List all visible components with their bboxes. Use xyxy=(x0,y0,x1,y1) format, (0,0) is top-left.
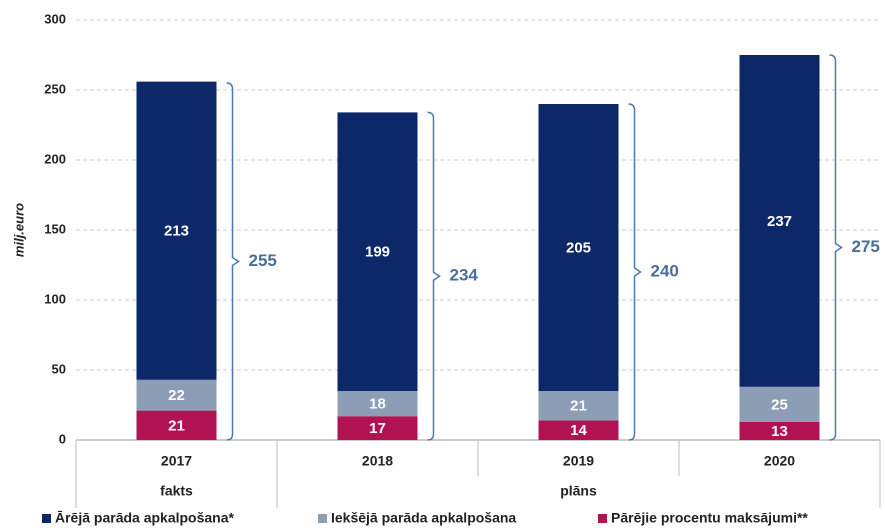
segment-label: 14 xyxy=(570,422,587,439)
x-tick-label: 2017 xyxy=(161,453,192,469)
y-tick-label: 300 xyxy=(44,11,66,26)
bar-segment xyxy=(337,416,418,440)
total-bracket xyxy=(226,82,240,441)
segment-label: 25 xyxy=(771,396,788,413)
y-axis-label: milj.euro xyxy=(11,203,26,257)
y-tick-label: 100 xyxy=(44,291,66,306)
bar-segment xyxy=(337,391,418,417)
legend-label: Iekšējā parāda apkalpošana xyxy=(331,510,516,526)
bar-segment xyxy=(739,421,820,440)
total-bracket xyxy=(628,103,642,441)
x-tick-label: 2019 xyxy=(563,453,594,469)
segment-label: 205 xyxy=(566,239,591,256)
legend-swatch xyxy=(598,514,607,523)
segment-label: 13 xyxy=(771,423,788,440)
total-bracket xyxy=(427,111,441,441)
bar-segment xyxy=(136,410,217,440)
legend-swatch xyxy=(318,514,327,523)
legend-label: Pārējie procentu maksājumi** xyxy=(611,510,808,526)
total-label: 240 xyxy=(651,261,679,280)
bar-segment xyxy=(739,55,820,387)
segment-label: 213 xyxy=(164,223,189,240)
segment-label: 237 xyxy=(767,213,792,230)
y-tick-label: 150 xyxy=(44,221,66,236)
bar-segment xyxy=(337,112,418,392)
bar-segment xyxy=(538,104,619,391)
segment-label: 21 xyxy=(168,417,185,434)
segment-label: 22 xyxy=(168,387,185,404)
bar-segment xyxy=(136,379,217,411)
bar-segment xyxy=(538,420,619,440)
segment-label: 18 xyxy=(369,396,386,413)
legend-label: Ārējā parāda apkalpošana* xyxy=(55,510,235,526)
x-tick-label: 2020 xyxy=(764,453,795,469)
total-label: 275 xyxy=(852,237,880,256)
bar-segment xyxy=(538,391,619,421)
y-tick-label: 200 xyxy=(44,151,66,166)
y-tick-label: 0 xyxy=(59,431,66,446)
segment-label: 17 xyxy=(369,420,386,437)
bar-segment xyxy=(136,81,217,380)
total-label: 234 xyxy=(450,266,479,285)
x-tick-label: 2018 xyxy=(362,453,393,469)
segment-label: 21 xyxy=(570,398,587,415)
y-tick-label: 50 xyxy=(52,361,66,376)
group-label: plāns xyxy=(560,483,597,499)
legend-swatch xyxy=(42,514,51,523)
bar-segment xyxy=(739,386,820,422)
group-label: fakts xyxy=(160,483,193,499)
y-tick-label: 250 xyxy=(44,81,66,96)
total-bracket xyxy=(829,54,843,441)
segment-label: 199 xyxy=(365,244,390,261)
total-label: 255 xyxy=(249,251,277,270)
